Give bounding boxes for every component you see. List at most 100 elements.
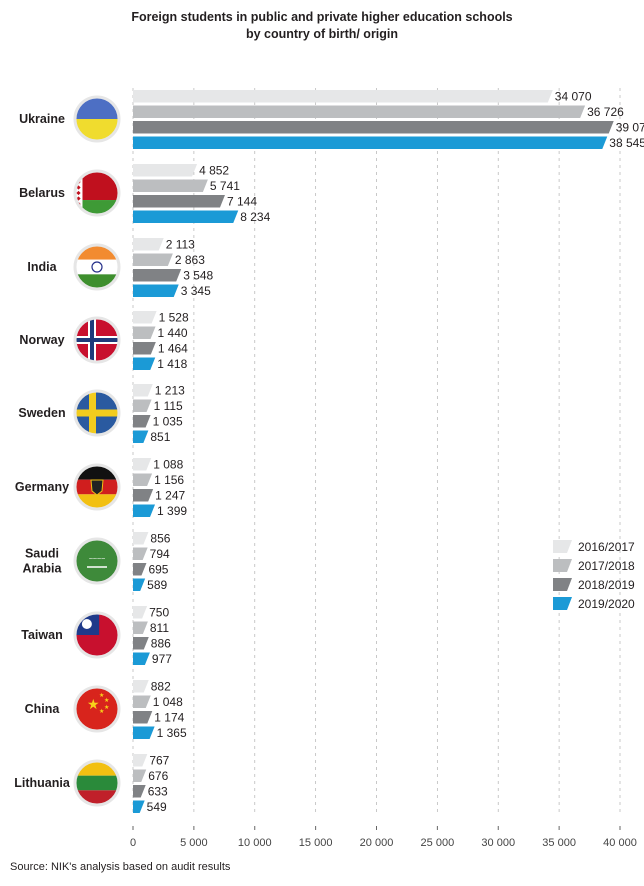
bar-2019/2020 bbox=[133, 726, 155, 739]
legend-label: 2017/2018 bbox=[578, 559, 635, 573]
data-label: 34 070 bbox=[555, 90, 592, 104]
flag-border bbox=[73, 611, 121, 659]
flag-border bbox=[73, 316, 121, 364]
flag-part: ★ bbox=[104, 704, 109, 711]
data-label: 811 bbox=[150, 621, 169, 635]
data-label: 1 247 bbox=[155, 489, 185, 503]
data-label: 882 bbox=[151, 680, 171, 694]
x-tick-label: 30 000 bbox=[481, 837, 515, 849]
country-label: Sweden bbox=[18, 406, 65, 420]
x-tick-label: 25 000 bbox=[421, 837, 455, 849]
data-label: 794 bbox=[150, 547, 170, 561]
data-label: 3 345 bbox=[181, 284, 211, 298]
data-label: 1 048 bbox=[153, 695, 183, 709]
data-label: 549 bbox=[147, 800, 167, 814]
data-label: 851 bbox=[150, 430, 170, 444]
data-label: 1 365 bbox=[157, 726, 187, 740]
chart-title-line-1: Foreign students in public and private h… bbox=[131, 10, 513, 24]
flag-border bbox=[73, 95, 121, 143]
data-label: 886 bbox=[151, 637, 171, 651]
data-label: 750 bbox=[149, 606, 169, 620]
bar-2018/2019 bbox=[133, 637, 149, 650]
bar-2016/2017 bbox=[133, 532, 149, 545]
flag-part bbox=[76, 190, 81, 196]
x-tick-label: 10 000 bbox=[238, 837, 272, 849]
data-label: 1 399 bbox=[157, 504, 187, 518]
legend-swatch bbox=[553, 578, 572, 591]
data-label: 589 bbox=[147, 578, 167, 592]
data-label: 4 852 bbox=[199, 164, 229, 178]
bar-2017/2018 bbox=[133, 399, 152, 412]
bar-2018/2019 bbox=[133, 785, 146, 798]
x-tick-label: 40 000 bbox=[603, 837, 637, 849]
data-label: 1 464 bbox=[158, 342, 188, 356]
bar-2016/2017 bbox=[133, 458, 152, 471]
bar-2019/2020 bbox=[133, 504, 156, 517]
bar-2016/2017 bbox=[133, 238, 164, 251]
data-label: 38 545 bbox=[609, 136, 644, 150]
country-label: Saudi bbox=[25, 547, 59, 561]
data-label: 1 115 bbox=[154, 399, 183, 413]
bar-2016/2017 bbox=[133, 384, 153, 397]
data-label: 2 863 bbox=[175, 253, 205, 267]
x-tick-label: 35 000 bbox=[542, 837, 576, 849]
flag-part bbox=[75, 338, 119, 342]
x-tick-label: 15 000 bbox=[299, 837, 333, 849]
bar-2018/2019 bbox=[133, 195, 225, 208]
flag-part: ~~~~ bbox=[89, 556, 105, 563]
flag-border bbox=[73, 685, 121, 733]
x-tick-label: 5 000 bbox=[180, 837, 208, 849]
bar-2016/2017 bbox=[133, 680, 149, 693]
data-label: 36 726 bbox=[587, 105, 624, 119]
bar-2017/2018 bbox=[133, 695, 151, 708]
bar-2019/2020 bbox=[133, 578, 146, 591]
flag-border bbox=[73, 537, 121, 585]
bar-2019/2020 bbox=[133, 136, 608, 149]
data-label: 1 156 bbox=[154, 473, 184, 487]
flag-border bbox=[73, 243, 121, 291]
bar-2019/2020 bbox=[133, 800, 145, 813]
bar-2017/2018 bbox=[133, 105, 586, 118]
bar-2017/2018 bbox=[133, 473, 153, 486]
legend-label: 2016/2017 bbox=[578, 540, 635, 554]
data-label: 1 088 bbox=[153, 458, 183, 472]
bar-2019/2020 bbox=[133, 210, 239, 223]
x-tick-label: 0 bbox=[130, 837, 136, 849]
data-label: 767 bbox=[149, 754, 169, 768]
flag-part bbox=[75, 119, 119, 141]
bar-2017/2018 bbox=[133, 326, 156, 339]
bar-2016/2017 bbox=[133, 606, 148, 619]
flag-part bbox=[75, 409, 119, 417]
country-label: Taiwan bbox=[21, 628, 62, 642]
country-label: Norway bbox=[19, 333, 64, 347]
data-label: 7 144 bbox=[227, 195, 257, 209]
bar-2019/2020 bbox=[133, 430, 149, 443]
data-label: 1 440 bbox=[158, 326, 188, 340]
data-label: 1 035 bbox=[153, 415, 183, 429]
data-label: 3 548 bbox=[183, 269, 213, 283]
bar-2016/2017 bbox=[133, 90, 553, 103]
flag-part bbox=[75, 259, 119, 275]
bar-2017/2018 bbox=[133, 547, 148, 560]
country-label: Arabia bbox=[23, 562, 63, 576]
bar-2018/2019 bbox=[133, 121, 614, 134]
data-label: 676 bbox=[148, 769, 168, 783]
data-label: 39 074 bbox=[616, 121, 644, 135]
flag-border bbox=[73, 389, 121, 437]
bar-2018/2019 bbox=[133, 563, 147, 576]
bar-2018/2019 bbox=[133, 415, 151, 428]
bar-2016/2017 bbox=[133, 311, 157, 324]
bar-2019/2020 bbox=[133, 357, 156, 370]
data-label: 5 741 bbox=[210, 179, 240, 193]
data-label: 977 bbox=[152, 652, 172, 666]
